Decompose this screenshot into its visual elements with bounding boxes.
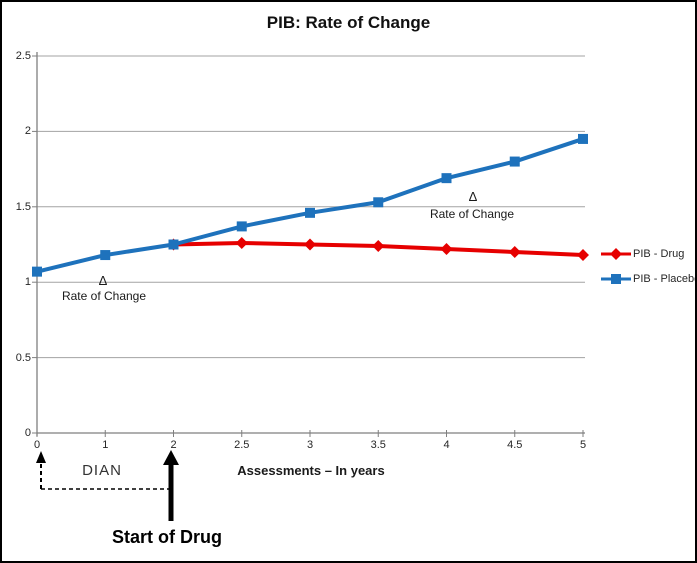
dian-label: DIAN [82,462,122,479]
x-tick-label: 2.5 [234,439,250,451]
placebo-marker-square [168,239,179,250]
drug-marker-diamond [440,243,453,256]
placebo-marker-square [578,133,588,144]
delta-symbol-right: Δ [468,189,478,204]
legend-item: PIB - Placebo [601,266,697,291]
legend-drug-marker-icon [601,247,631,260]
rate-of-change-label-right: Rate of Change [429,207,515,221]
x-tick-label: 3 [306,439,314,451]
legend-placebo-marker-icon [601,273,631,284]
y-tick-label: 0 [24,427,31,439]
placebo-marker-square [509,156,520,167]
legend-label: PIB - Placebo [633,272,697,285]
rate-of-change-label-left: Rate of Change [61,289,147,303]
placebo-marker-square [441,173,452,184]
x-tick-label: 5 [579,439,587,451]
drug-marker-diamond [577,249,589,262]
start-of-drug-arrowhead [163,450,179,465]
legend-label: PIB - Drug [633,247,685,260]
legend: PIB - Drug PIB - Placebo [601,241,697,291]
drug-marker-diamond [372,240,385,253]
x-tick-label: 1 [102,439,109,451]
x-tick-label: 4.5 [507,439,523,451]
placebo-marker-square [373,197,384,208]
drug-marker-diamond [304,238,316,251]
y-tick-label: 2.5 [15,50,31,62]
delta-symbol-left: Δ [98,273,108,288]
placebo-marker-square [305,207,315,218]
chart-title: PIB: Rate of Change [266,13,431,32]
placebo-marker-square [32,266,42,277]
start-of-drug-label: Start of Drug [112,527,222,547]
x-tick-label: 4 [443,439,450,451]
x-tick-label: 3.5 [370,439,386,451]
y-tick-label: 0.5 [15,351,31,364]
dian-arrowhead [36,451,46,463]
y-tick-label: 1.5 [15,200,31,213]
y-tick-label: 1 [24,276,31,289]
placebo-marker-square [236,221,247,232]
legend-item: PIB - Drug [601,241,695,266]
y-tick-label: 2 [24,125,31,138]
drug-marker-diamond [508,246,521,259]
x-axis-title: Assessments – In years [237,463,385,478]
drug-marker-diamond [235,236,248,249]
x-tick-label: 0 [33,439,41,451]
x-tick-label: 2 [170,439,177,451]
placebo-marker-square [100,250,111,261]
